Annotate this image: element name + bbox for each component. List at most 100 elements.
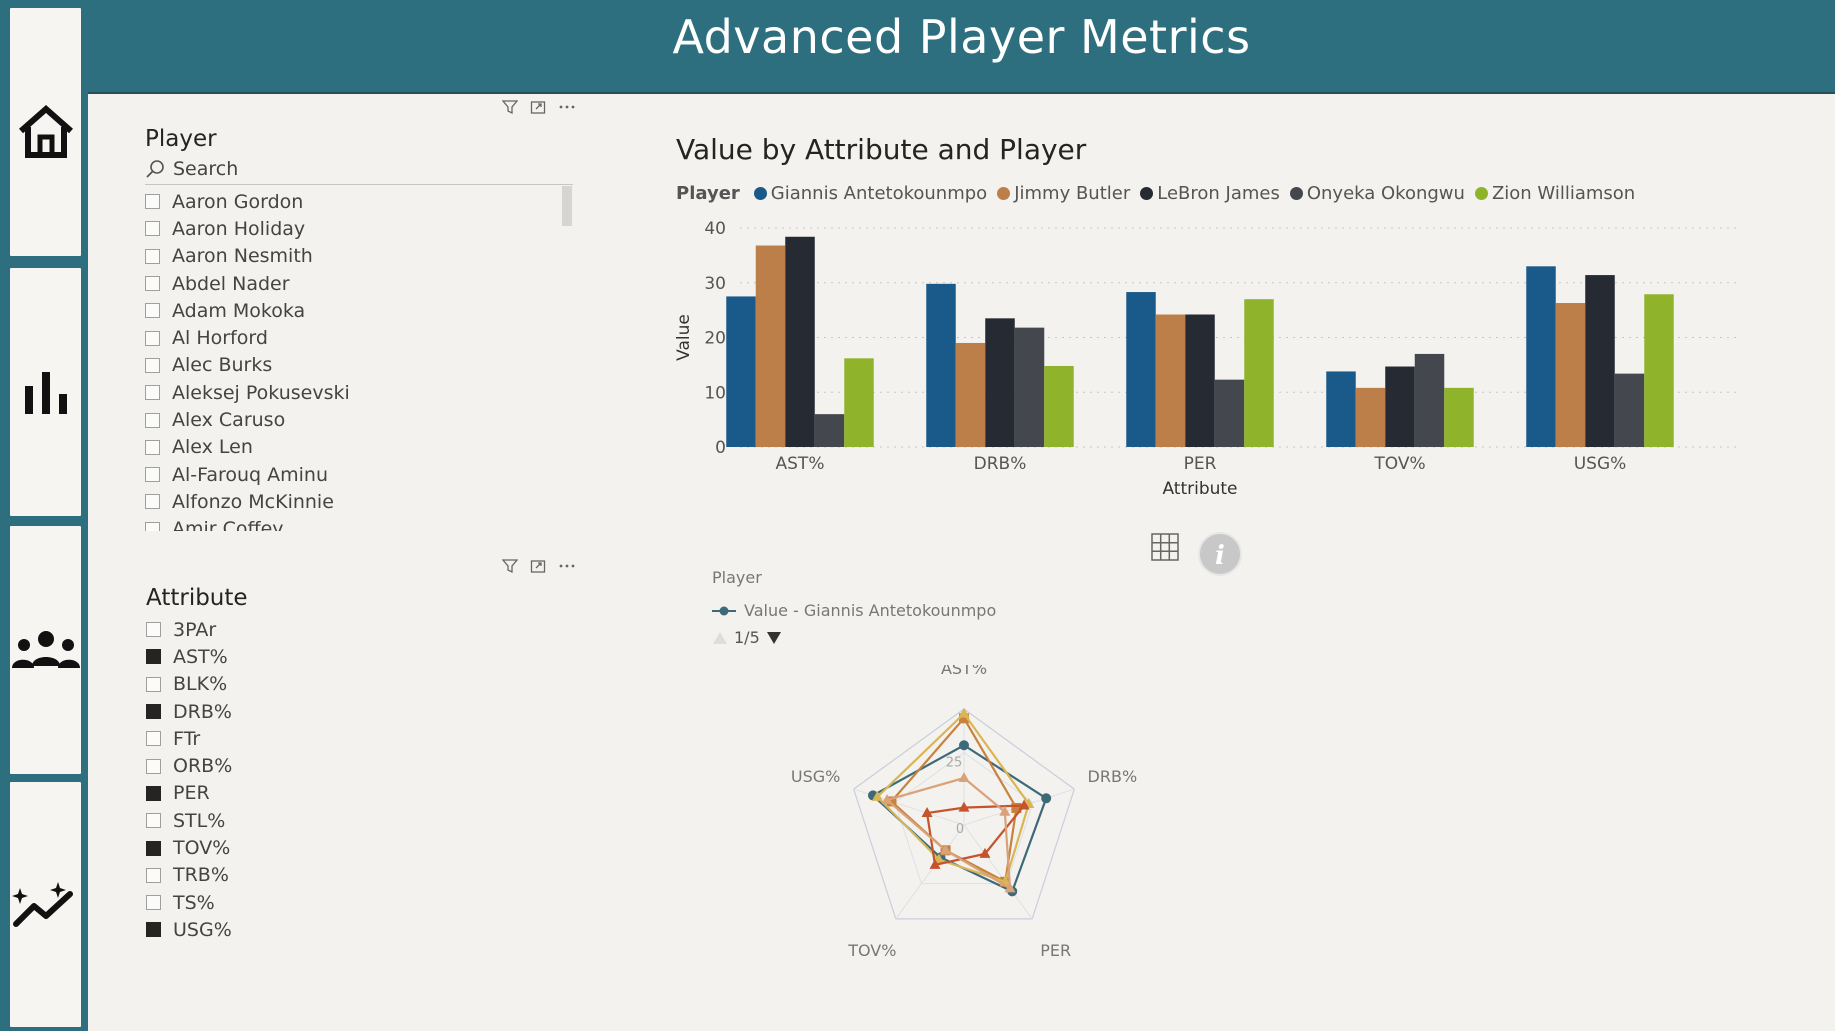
checkbox[interactable]: [145, 412, 160, 428]
legend-item[interactable]: Onyeka Okongwu: [1289, 183, 1465, 204]
checkbox[interactable]: [145, 494, 160, 510]
more-options-icon[interactable]: [558, 558, 576, 574]
next-page-icon[interactable]: [766, 631, 782, 645]
radar-point[interactable]: [959, 740, 969, 751]
attribute-option[interactable]: TOV%: [146, 834, 556, 861]
player-option[interactable]: Al Horford: [145, 324, 555, 351]
info-icon[interactable]: i: [1197, 531, 1243, 577]
radar-series-line[interactable]: [884, 776, 1012, 891]
legend-item[interactable]: LeBron James: [1140, 183, 1280, 204]
radar-point[interactable]: [933, 853, 945, 864]
attribute-option[interactable]: ORB%: [146, 752, 556, 779]
radar-point[interactable]: [979, 847, 991, 858]
checkbox[interactable]: [146, 758, 161, 774]
attribute-option[interactable]: FTr: [146, 725, 556, 752]
radar-point[interactable]: [940, 844, 952, 855]
bar[interactable]: [755, 245, 786, 447]
legend-item[interactable]: Giannis Antetokounmpo: [753, 183, 987, 204]
attribute-option[interactable]: USG%: [146, 916, 556, 943]
bar[interactable]: [1414, 353, 1445, 447]
bar[interactable]: [1214, 379, 1245, 447]
checkbox[interactable]: [145, 276, 160, 292]
checkbox-checked[interactable]: [146, 922, 161, 938]
checkbox[interactable]: [145, 385, 160, 401]
more-options-icon[interactable]: [558, 99, 576, 115]
bar[interactable]: [844, 358, 874, 447]
bar[interactable]: [955, 342, 986, 447]
attribute-option[interactable]: STL%: [146, 807, 556, 834]
bar[interactable]: [985, 318, 1015, 447]
bar[interactable]: [1014, 327, 1045, 447]
bar[interactable]: [1644, 294, 1674, 447]
checkbox-checked[interactable]: [146, 649, 161, 665]
radar-point[interactable]: [958, 772, 970, 783]
checkbox[interactable]: [146, 895, 161, 911]
player-option[interactable]: Adam Mokoka: [145, 297, 555, 324]
checkbox[interactable]: [146, 731, 161, 747]
checkbox[interactable]: [145, 303, 160, 319]
checkbox-checked[interactable]: [146, 785, 161, 801]
player-option[interactable]: Alfonzo McKinnie: [145, 488, 555, 515]
bar[interactable]: [785, 236, 815, 447]
checkbox[interactable]: [146, 813, 161, 829]
checkbox[interactable]: [145, 521, 160, 531]
checkbox[interactable]: [145, 467, 160, 483]
radar-point[interactable]: [958, 707, 970, 718]
filter-icon[interactable]: [502, 99, 518, 115]
bar[interactable]: [1044, 365, 1074, 447]
attribute-option[interactable]: 3PAr: [146, 616, 556, 643]
bar[interactable]: [926, 283, 956, 447]
bar[interactable]: [1155, 314, 1186, 447]
checkbox[interactable]: [145, 330, 160, 346]
bar[interactable]: [1385, 366, 1415, 447]
radar-legend-entry[interactable]: Value - Giannis Antetokounmpo: [712, 601, 996, 620]
checkbox[interactable]: [145, 221, 160, 237]
bar[interactable]: [1244, 299, 1274, 447]
radar-point[interactable]: [1018, 799, 1030, 810]
checkbox[interactable]: [145, 194, 160, 210]
bar[interactable]: [1585, 275, 1615, 447]
attribute-option[interactable]: DRB%: [146, 698, 556, 725]
nav-home-button[interactable]: [10, 8, 81, 256]
player-option[interactable]: Amir Coffey: [145, 516, 555, 531]
radar-point[interactable]: [1041, 793, 1052, 804]
player-option[interactable]: Aaron Nesmith: [145, 243, 555, 270]
bar[interactable]: [1126, 292, 1156, 447]
radar-series-line[interactable]: [875, 711, 1031, 884]
checkbox[interactable]: [146, 867, 161, 883]
nav-charts-button[interactable]: [10, 268, 81, 516]
radar-point[interactable]: [999, 805, 1011, 816]
player-option[interactable]: Aaron Gordon: [145, 188, 555, 215]
checkbox[interactable]: [145, 248, 160, 264]
search-input[interactable]: Search: [173, 158, 239, 180]
table-view-icon[interactable]: [1150, 532, 1180, 562]
attribute-option[interactable]: BLK%: [146, 671, 556, 698]
checkbox[interactable]: [146, 622, 161, 638]
bar[interactable]: [1526, 266, 1556, 447]
bar[interactable]: [1355, 387, 1386, 447]
checkbox[interactable]: [146, 676, 161, 692]
player-option[interactable]: Alex Caruso: [145, 406, 555, 433]
player-option[interactable]: Aleksej Pokusevski: [145, 379, 555, 406]
player-list-scrollbar[interactable]: [562, 186, 572, 226]
radar-point[interactable]: [959, 713, 969, 724]
radar-point[interactable]: [1011, 802, 1022, 813]
legend-item[interactable]: Zion Williamson: [1474, 183, 1635, 204]
checkbox-checked[interactable]: [146, 840, 161, 856]
radar-point[interactable]: [929, 858, 941, 869]
checkbox[interactable]: [145, 439, 160, 455]
bar[interactable]: [726, 296, 756, 447]
legend-item[interactable]: Jimmy Butler: [997, 183, 1130, 204]
bar[interactable]: [814, 414, 845, 447]
nav-insights-button[interactable]: [10, 782, 81, 1027]
attribute-option[interactable]: PER: [146, 780, 556, 807]
attribute-option[interactable]: TRB%: [146, 862, 556, 889]
attribute-list[interactable]: 3PAr AST% BLK% DRB% FTr ORB% PER STL% TOV% TRB% TS…: [146, 616, 556, 944]
player-search[interactable]: Search: [145, 158, 573, 185]
radar-point[interactable]: [881, 793, 893, 804]
player-list[interactable]: Aaron Gordon Aaron Holiday Aaron Nesmith Ab…: [145, 188, 555, 531]
checkbox[interactable]: [145, 357, 160, 373]
bar[interactable]: [1614, 373, 1645, 447]
bar[interactable]: [1444, 387, 1474, 447]
previous-page-icon[interactable]: [712, 631, 728, 645]
